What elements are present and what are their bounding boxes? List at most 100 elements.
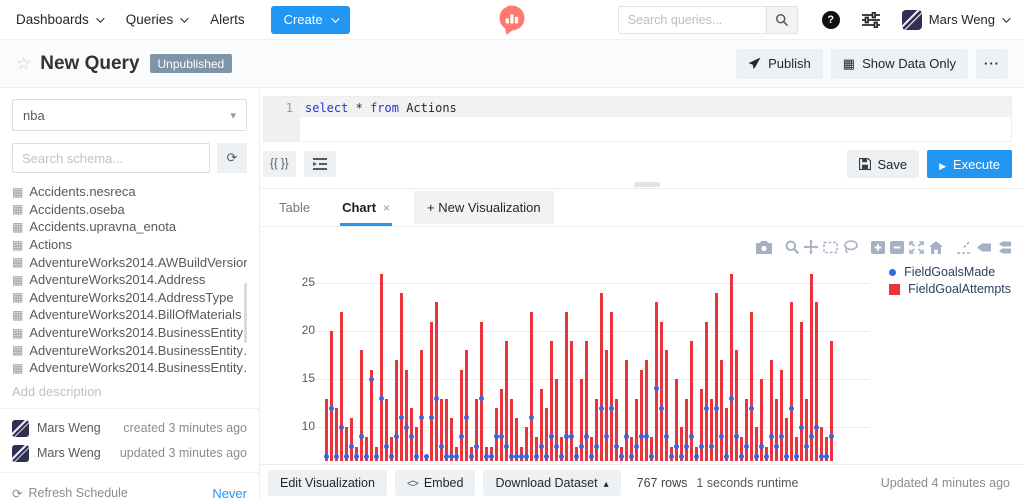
publish-button[interactable]: Publish (736, 48, 823, 79)
editor-code-area[interactable]: select * from Actions (300, 97, 1011, 141)
datasource-select[interactable]: nba (12, 99, 247, 131)
navbar-right: ? Mars Weng (617, 5, 1011, 34)
schema-search-input[interactable] (12, 143, 210, 173)
schema-item[interactable]: AdventureWorks2014.BusinessEntity (12, 324, 247, 342)
edit-visualization-button[interactable]: Edit Visualization (268, 469, 387, 496)
updater-name: Mars Weng (37, 446, 101, 460)
legend-item-fieldgoalsmade[interactable]: FieldGoalsMade (889, 264, 1011, 280)
bar-fieldgoalattempts (525, 427, 528, 461)
table-grid-icon (843, 56, 855, 72)
nav-queries[interactable]: Queries (126, 12, 189, 27)
point-fieldgoalsmade (589, 453, 594, 459)
schema-item[interactable]: AdventureWorks2014.AWBuildVersion (12, 253, 247, 271)
redash-logo-icon[interactable] (499, 5, 526, 41)
schema-item-label: Accidents.upravna_enota (29, 219, 177, 235)
nav-alerts[interactable]: Alerts (210, 12, 245, 27)
schema-item[interactable]: Accidents.upravna_enota (12, 218, 247, 236)
bar-fieldgoalattempts (345, 427, 348, 461)
point-fieldgoalsmade (364, 453, 369, 459)
nav-dashboards-label: Dashboards (16, 12, 89, 27)
schema-item[interactable]: AdventureWorks2014.BillOfMaterials (12, 306, 247, 324)
zoom-out-icon[interactable] (890, 240, 904, 254)
y-tick-label: 10 (301, 419, 315, 434)
schema-item[interactable]: AdventureWorks2014.BusinessEntity… (12, 359, 247, 375)
point-fieldgoalsmade (634, 444, 639, 450)
schema-item[interactable]: Actions (12, 236, 247, 254)
add-parameter-button[interactable]: {{ }} (263, 151, 296, 177)
favorite-star-icon[interactable] (16, 54, 31, 74)
save-button[interactable]: Save (847, 150, 920, 178)
paper-plane-icon (748, 57, 761, 70)
user-menu[interactable]: Mars Weng (901, 9, 1011, 30)
legend-item-fieldgoalattempts[interactable]: FieldGoalAttempts (889, 281, 1011, 297)
point-fieldgoalsmade (349, 444, 354, 450)
sql-editor[interactable]: 1 select * from Actions (263, 96, 1012, 142)
bar-fieldgoalattempts (760, 379, 763, 461)
spikelines-icon[interactable] (956, 240, 971, 254)
refresh-schema-button[interactable] (217, 143, 247, 173)
schema-item[interactable]: Accidents.oseba (12, 201, 247, 219)
tab-table[interactable]: Table (277, 189, 312, 226)
schema-item[interactable]: AdventureWorks2014.BusinessEntity… (12, 341, 247, 359)
show-data-only-button[interactable]: Show Data Only (830, 48, 968, 79)
help-icon[interactable]: ? (821, 10, 840, 29)
description-field[interactable]: Add description (12, 384, 102, 399)
bar-fieldgoalattempts (605, 350, 608, 461)
schema-item[interactable]: AdventureWorks2014.Address (12, 271, 247, 289)
autoscale-icon[interactable] (909, 240, 924, 254)
hover-closest-icon[interactable] (976, 242, 991, 253)
close-icon[interactable]: × (383, 200, 391, 215)
create-button[interactable]: Create (270, 5, 350, 34)
chart-plot[interactable]: 10 15 20 25 (302, 261, 870, 461)
point-fieldgoalsmade (329, 405, 334, 411)
point-fieldgoalsmade (619, 453, 624, 459)
reset-axes-icon[interactable] (929, 240, 943, 254)
bar-fieldgoalattempts (330, 331, 333, 461)
point-fieldgoalsmade (469, 453, 474, 459)
bar-fieldgoalattempts (680, 427, 683, 461)
execute-button[interactable]: Execute (927, 150, 1012, 178)
chevron-down-icon (180, 13, 189, 23)
schema-table-list: Accidents.nesrecaAccidents.oseba Accident… (12, 183, 247, 375)
bar-fieldgoalattempts (380, 273, 383, 461)
point-fieldgoalsmade (424, 453, 429, 459)
bar-fieldgoalattempts (390, 436, 393, 461)
save-floppy-icon (859, 158, 872, 170)
point-fieldgoalsmade (404, 424, 409, 430)
refresh-icon (227, 150, 238, 165)
refresh-schedule-value[interactable]: Never (212, 485, 247, 500)
bar-fieldgoalattempts (720, 360, 723, 461)
embed-button[interactable]: Embed (394, 469, 476, 496)
pan-icon[interactable] (804, 240, 818, 254)
lasso-icon[interactable] (843, 240, 858, 254)
camera-icon[interactable] (756, 240, 772, 254)
box-select-icon[interactable] (823, 241, 838, 254)
bar-fieldgoalattempts (450, 417, 453, 461)
schema-item[interactable]: Accidents.nesreca (12, 183, 247, 201)
bar-fieldgoalattempts (615, 398, 618, 461)
zoom-in-icon[interactable] (871, 240, 885, 254)
search-queries-button[interactable] (765, 5, 798, 34)
resize-drag-handle[interactable] (634, 182, 661, 187)
zoom-icon[interactable] (785, 240, 799, 254)
point-fieldgoalsmade (609, 405, 614, 411)
settings-sliders-icon[interactable] (861, 11, 880, 28)
bar-fieldgoalattempts (660, 321, 663, 461)
download-dataset-button[interactable]: Download Dataset (483, 469, 621, 496)
bar-fieldgoalattempts (585, 340, 588, 461)
format-query-button[interactable] (303, 151, 336, 177)
schema-item[interactable]: AdventureWorks2014.AddressType (12, 289, 247, 307)
scrollbar[interactable] (244, 283, 247, 343)
point-fieldgoalsmade (764, 453, 769, 459)
point-fieldgoalsmade (639, 434, 644, 440)
table-grid-icon (12, 343, 23, 357)
hover-compare-icon[interactable] (996, 241, 1011, 254)
more-options-button[interactable]: ··· (976, 48, 1008, 79)
search-queries-input[interactable] (617, 5, 766, 34)
new-visualization-button[interactable]: + New Visualization (414, 191, 554, 224)
table-grid-icon (12, 238, 23, 252)
nav-dashboards[interactable]: Dashboards (16, 12, 105, 27)
divider (0, 408, 259, 409)
tab-chart-label: Chart (342, 200, 377, 215)
tab-chart[interactable]: Chart × (340, 189, 392, 226)
